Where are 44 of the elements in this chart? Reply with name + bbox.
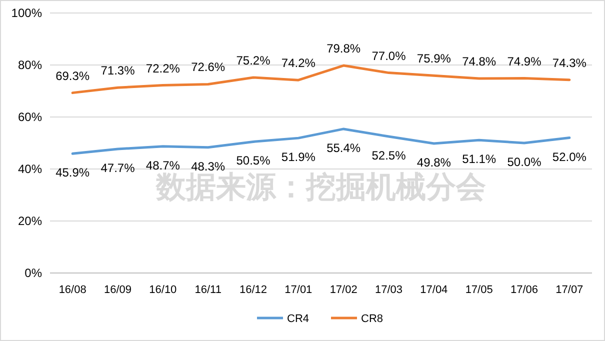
data-label: 52.5% — [372, 148, 406, 162]
data-label: 51.1% — [462, 152, 496, 166]
x-tick-label: 17/04 — [420, 284, 448, 296]
legend-label: CR4 — [287, 313, 310, 325]
data-label: 74.8% — [462, 54, 496, 69]
x-tick-label: 17/05 — [465, 284, 493, 296]
data-label: 74.3% — [552, 56, 587, 70]
data-label: 75.9% — [416, 52, 452, 66]
x-tick-label: 17/07 — [556, 284, 584, 296]
data-label: 50.5% — [236, 154, 271, 168]
data-label: 48.3% — [191, 159, 226, 174]
data-label: 51.9% — [281, 150, 316, 164]
data-label: 45.9% — [56, 166, 90, 180]
y-tick-label: 0% — [24, 266, 42, 280]
y-tick-label: 40% — [18, 162, 42, 176]
data-label: 49.8% — [416, 156, 452, 170]
data-label: 47.7% — [100, 160, 136, 175]
data-label: 75.2% — [236, 53, 271, 68]
x-tick-label: 16/11 — [194, 284, 222, 296]
data-label: 74.2% — [281, 56, 316, 70]
x-tick-label: 16/10 — [149, 284, 177, 296]
data-label: 48.7% — [146, 158, 180, 172]
data-label: 77.0% — [372, 48, 406, 63]
x-tick-label: 17/01 — [284, 284, 312, 296]
y-tick-label: 20% — [18, 214, 42, 228]
data-label: 72.2% — [146, 61, 180, 76]
x-tick-label: 16/12 — [239, 284, 268, 296]
y-tick-label: 100% — [11, 6, 42, 20]
x-tick-label: 16/09 — [104, 284, 132, 296]
data-label: 52.0% — [552, 150, 587, 164]
data-label: 72.6% — [191, 60, 226, 74]
y-tick-label: 60% — [18, 110, 42, 124]
x-tick-label: 16/08 — [58, 284, 86, 296]
data-label: 69.3% — [56, 68, 90, 83]
x-tick-label: 17/02 — [330, 284, 358, 296]
data-label: 79.8% — [326, 42, 361, 56]
x-tick-label: 17/06 — [510, 284, 538, 296]
data-label: 71.3% — [100, 64, 136, 78]
data-label: 50.0% — [507, 155, 542, 169]
data-label: 55.4% — [326, 140, 361, 155]
data-label: 74.9% — [507, 54, 542, 68]
x-tick-label: 17/03 — [374, 284, 403, 296]
legend-label: CR8 — [361, 313, 384, 325]
y-tick-label: 80% — [18, 58, 42, 72]
